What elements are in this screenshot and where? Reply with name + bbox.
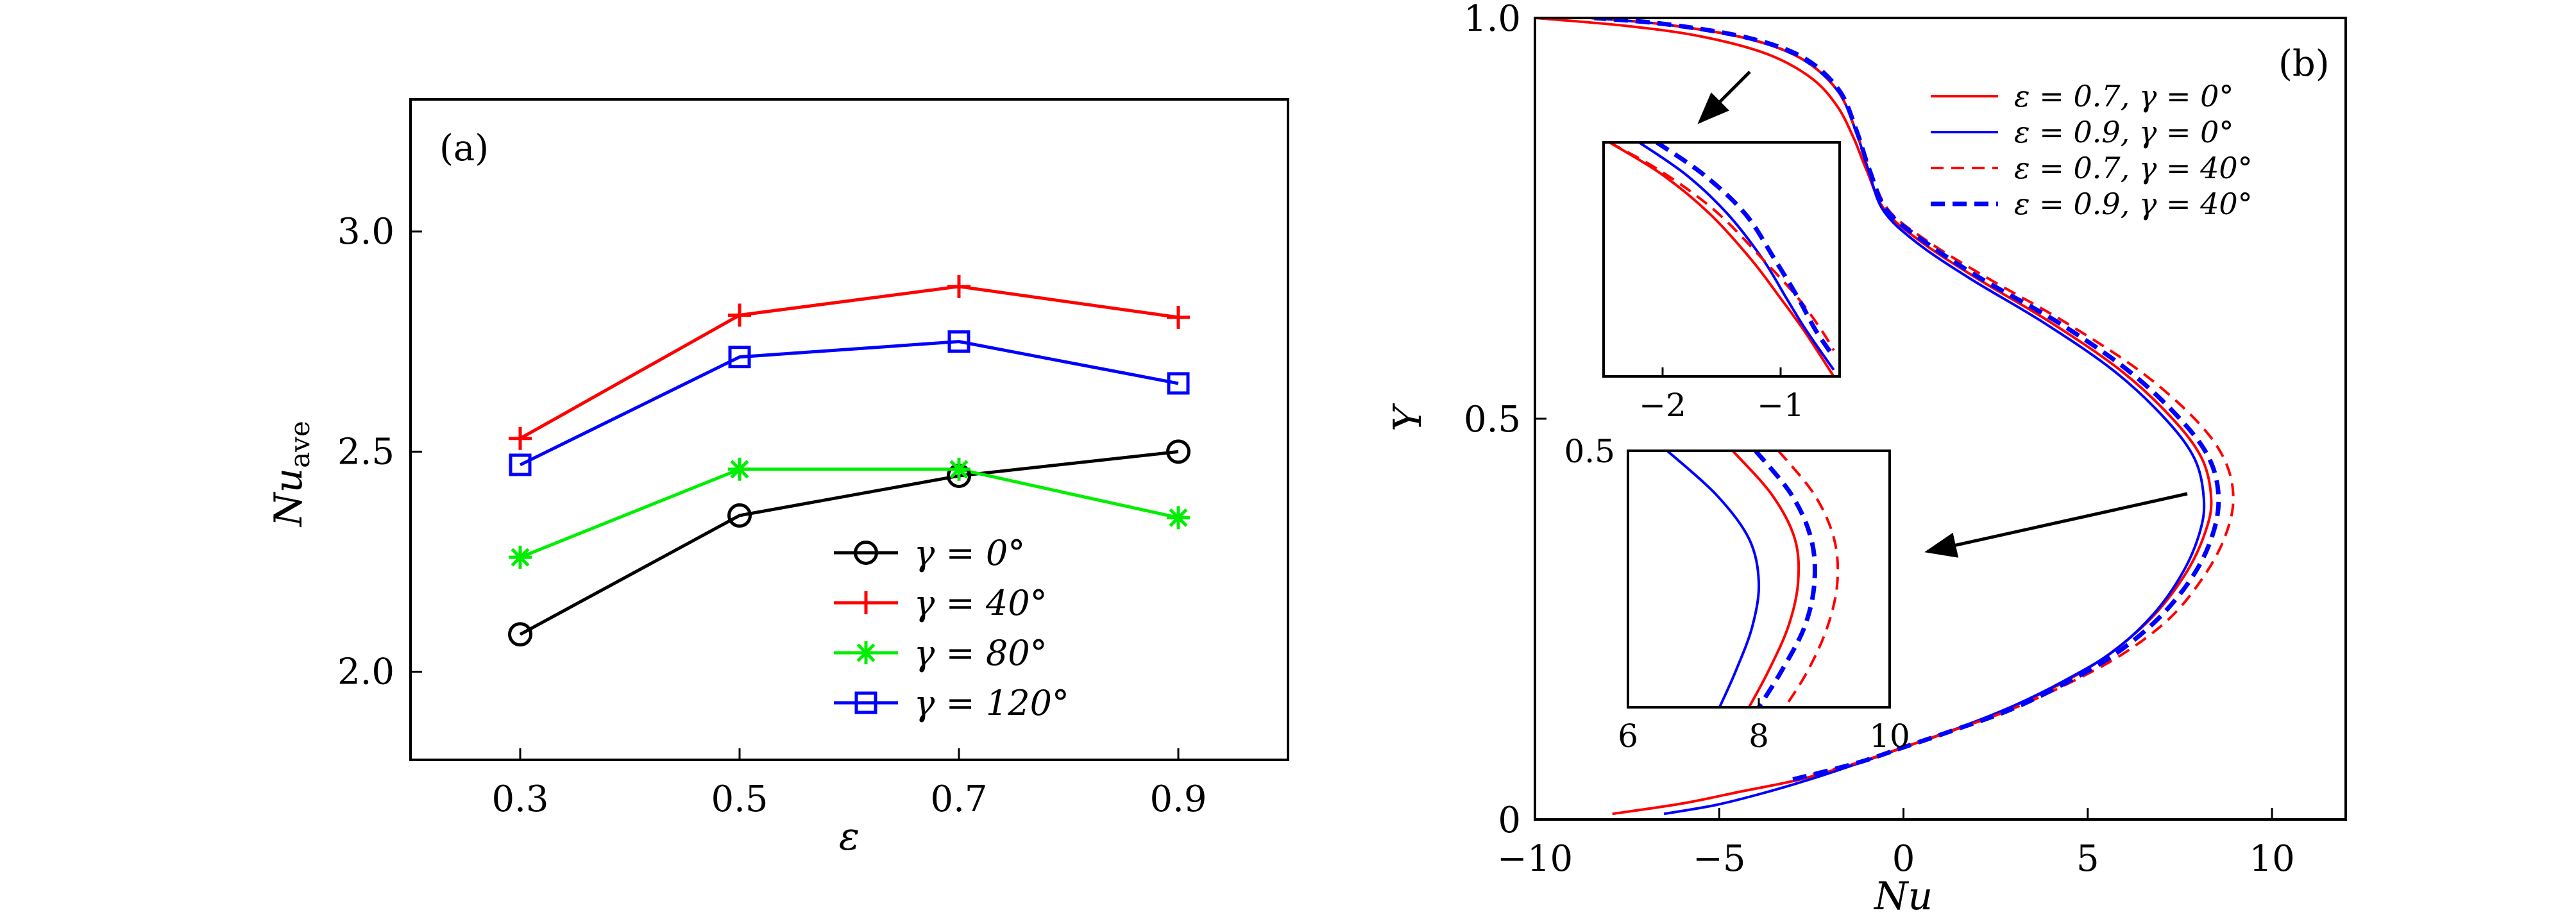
data-point-marker xyxy=(728,457,751,481)
inset-curve-0-7-40 xyxy=(1777,451,1840,707)
data-point-marker xyxy=(854,691,877,714)
arrow-to-upper-inset xyxy=(1697,71,1751,124)
panel-a-y-axis-label-sub: ave xyxy=(284,421,316,468)
legend-entry: ε = 0.7, γ = 40° xyxy=(1931,151,2253,185)
data-point-marker xyxy=(854,591,877,614)
legend-entry: ε = 0.7, γ = 0° xyxy=(1931,79,2233,113)
data-point-marker xyxy=(1167,506,1190,530)
inset-lower: 6 8 10 0.5 xyxy=(1564,433,1910,755)
legend-label: γ = 120° xyxy=(914,683,1069,723)
x-tick-label: 5 xyxy=(2076,838,2099,880)
legend-label: γ = 80° xyxy=(914,633,1047,673)
y-tick-label: 2.5 xyxy=(337,431,394,473)
legend-entry: γ = 0° xyxy=(834,533,1025,573)
x-tick-label: 0.7 xyxy=(930,778,987,820)
legend-label: ε = 0.9, γ = 40° xyxy=(2014,187,2253,221)
data-point-marker xyxy=(509,426,532,450)
data-point-marker xyxy=(728,346,751,369)
y-tick-label: 0.5 xyxy=(1564,433,1615,470)
legend-label: ε = 0.9, γ = 0° xyxy=(2014,115,2233,149)
inset-lower-ticks: 6 8 10 0.5 xyxy=(1564,433,1910,755)
panel-b-label: (b) xyxy=(2278,43,2330,85)
legend-entry: ε = 0.9, γ = 40° xyxy=(1931,187,2253,221)
data-point-marker xyxy=(854,541,878,565)
x-tick-label: 10 xyxy=(2249,838,2294,880)
inset-upper-background xyxy=(1604,142,1840,376)
panel-a-series-lines xyxy=(519,285,1179,636)
panel-a-x-ticks: 0.3 0.5 0.7 0.9 xyxy=(491,748,1207,820)
data-point-marker xyxy=(509,546,532,569)
data-point-marker xyxy=(1167,372,1190,395)
x-tick-label: 10 xyxy=(1869,718,1910,755)
x-tick-label: 8 xyxy=(1749,718,1769,755)
inset-lower-series-lines xyxy=(1666,451,1840,707)
panel-a-y-axis-label-main: Nu xyxy=(266,468,311,528)
series-line-40 xyxy=(519,285,1179,440)
inset-curve-0-9-0 xyxy=(1666,451,1761,707)
x-tick-label: 6 xyxy=(1618,718,1638,755)
panel-a-label: (a) xyxy=(439,128,489,169)
y-tick-label: 1.0 xyxy=(1464,0,1521,40)
inset-upper-series-lines xyxy=(1609,142,1836,376)
data-point-marker xyxy=(854,641,877,664)
panel-a-frame xyxy=(409,98,1289,761)
y-tick-label: 0 xyxy=(1498,800,1521,841)
series-line-120 xyxy=(519,340,1179,467)
x-tick-label: −5 xyxy=(1693,838,1746,880)
data-point-marker xyxy=(727,503,752,528)
panel-a-y-ticks: 2.0 2.5 3.0 xyxy=(337,211,422,693)
inset-upper-frame xyxy=(1602,141,1841,378)
x-tick-label: 0.5 xyxy=(711,778,768,820)
inset-curve-0-9-40 xyxy=(1754,451,1817,707)
panel-a-x-axis-label: ε xyxy=(839,814,860,859)
data-point-marker xyxy=(947,457,970,481)
legend-entry: ε = 0.9, γ = 0° xyxy=(1931,115,2233,149)
inset-upper: −2 −1 xyxy=(1602,141,1841,424)
x-tick-label: 0.3 xyxy=(491,778,548,820)
data-point-marker xyxy=(1167,305,1190,329)
legend-label: γ = 40° xyxy=(914,583,1047,623)
data-point-marker xyxy=(728,303,751,327)
x-tick-label: −1 xyxy=(1757,387,1804,424)
panel-a: 0.3 0.5 0.7 0.9 2.0 2.5 3.0 (a) ε Nuave γ = 0… xyxy=(266,98,1289,859)
inset-curve-0-7-0 xyxy=(1609,142,1835,376)
data-point-marker xyxy=(947,330,970,353)
data-point-marker xyxy=(508,622,532,647)
series-curve-0-9-40 xyxy=(1593,18,2221,782)
x-tick-label: −2 xyxy=(1639,387,1686,424)
inset-curve-0-9-40 xyxy=(1655,142,1836,358)
data-point-marker xyxy=(947,274,970,298)
panel-b-series-lines xyxy=(1535,18,2235,816)
legend-label: ε = 0.7, γ = 0° xyxy=(2014,79,2233,113)
legend-entry: γ = 80° xyxy=(834,633,1047,673)
legend-entry: γ = 40° xyxy=(834,583,1047,623)
x-tick-label: −10 xyxy=(1497,838,1573,880)
y-tick-label: 2.0 xyxy=(337,651,394,693)
panel-a-legend: γ = 0° γ = 40° γ = 80° γ = 120° xyxy=(834,533,1069,723)
legend-entry: γ = 120° xyxy=(834,683,1069,723)
panel-b-x-axis-label: Nu xyxy=(1873,874,1933,919)
inset-upper-x-ticks: −2 −1 xyxy=(1639,367,1804,424)
arrow-to-lower-inset xyxy=(1924,492,2188,558)
x-tick-label: 0 xyxy=(1892,838,1915,880)
y-tick-label: 0.5 xyxy=(1464,399,1521,441)
x-tick-label: 0.9 xyxy=(1149,778,1207,820)
data-point-marker xyxy=(509,453,532,476)
legend-label: ε = 0.7, γ = 40° xyxy=(2014,151,2253,185)
panel-b-x-ticks: −10 −5 0 5 10 xyxy=(1497,808,2295,880)
series-line-80 xyxy=(520,467,1179,559)
data-point-marker xyxy=(1166,439,1191,464)
legend-label: γ = 0° xyxy=(914,533,1025,573)
panel-b: −10 −5 0 5 10 0 0.5 1.0 (b) Nu Y ε = 0.7, γ = … xyxy=(1385,0,2347,919)
panel-a-series-markers xyxy=(508,274,1191,647)
series-line-0 xyxy=(519,449,1179,636)
panel-b-y-ticks: 0 0.5 1.0 xyxy=(1464,0,1546,841)
panel-a-y-axis-label: Nuave xyxy=(266,421,316,528)
inset-curve-0-7-0 xyxy=(1731,451,1801,707)
y-tick-label: 3.0 xyxy=(337,211,394,253)
panel-b-y-axis-label: Y xyxy=(1385,403,1430,432)
panel-b-legend: ε = 0.7, γ = 0°ε = 0.9, γ = 0°ε = 0.7, γ… xyxy=(1931,79,2253,221)
